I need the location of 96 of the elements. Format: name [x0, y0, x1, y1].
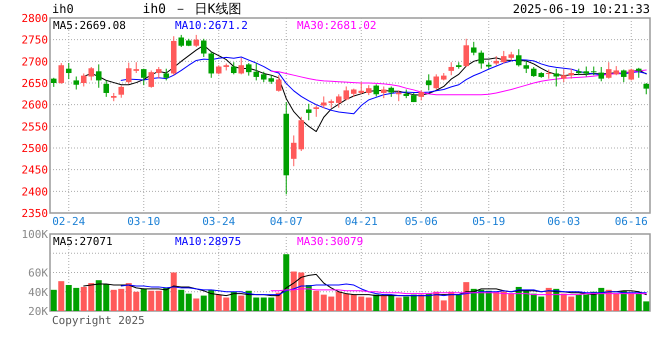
candlestick [448, 62, 454, 76]
candlestick [66, 62, 72, 80]
candlestick [306, 103, 312, 121]
text: 2025-06-19 10:21:33 [512, 2, 650, 16]
candlestick [193, 34, 200, 48]
candlestick [418, 90, 424, 101]
candlestick [253, 62, 260, 81]
candlestick [493, 56, 500, 66]
candlestick [290, 134, 297, 167]
x-tick-label: 06-16 [614, 215, 648, 228]
candlestick [628, 68, 634, 81]
candlestick [238, 57, 244, 75]
y-tick-label: 60K [28, 266, 48, 280]
candlestick [156, 66, 162, 79]
x-tick-label: 05-06 [404, 215, 438, 228]
candlestick [643, 82, 650, 95]
x-tick-label: 02-24 [52, 215, 86, 228]
candlestick [530, 66, 537, 78]
text: MA10:2671.2 [175, 19, 248, 32]
candlestick [463, 38, 470, 68]
candlestick [96, 64, 102, 88]
candlestick [200, 38, 207, 58]
candlestick [426, 74, 432, 91]
y-tick-label: 2800 [22, 12, 48, 25]
candlestick [178, 34, 184, 48]
candlestick [88, 66, 94, 81]
x-tick-label: 04-21 [344, 215, 378, 228]
text: MA30:2681.02 [297, 19, 376, 32]
candlestick [230, 62, 237, 75]
candlestick [118, 85, 124, 98]
y-tick-label: 2400 [22, 185, 48, 198]
y-tick-label: 2450 [22, 164, 48, 177]
candlestick [320, 96, 327, 109]
x-tick-label: 04-07 [270, 215, 303, 228]
candlestick [606, 62, 612, 80]
candlestick [133, 62, 140, 74]
text: MA5:27071 [53, 235, 113, 248]
candlestick [470, 41, 477, 56]
candlestick [560, 69, 567, 83]
candlestick [433, 74, 440, 90]
candlestick [140, 68, 147, 86]
y-tick-label: 100K [22, 228, 48, 241]
line-series [270, 70, 647, 96]
candlestick [80, 72, 87, 87]
candlestick [58, 62, 64, 84]
candlestick [208, 51, 214, 78]
candlestick [613, 66, 620, 76]
candlestick [636, 67, 642, 78]
candlestick [500, 50, 507, 64]
candlestick [343, 86, 350, 101]
candlestick [553, 68, 560, 87]
candlestick [373, 84, 380, 97]
candlestick [366, 84, 372, 96]
text: MA30:30079 [297, 235, 364, 248]
candlestick [583, 66, 590, 77]
candlestick [276, 74, 282, 92]
candlestick [50, 77, 57, 88]
x-tick-label: 06-03 [547, 215, 580, 228]
candlestick [163, 68, 170, 81]
y-tick-label: 2650 [22, 77, 48, 90]
candlestick [598, 66, 604, 82]
candlestick [148, 70, 154, 88]
candlestick [336, 94, 342, 108]
candlestick [396, 90, 402, 102]
candlestick [478, 50, 484, 70]
y-tick-label: 2700 [22, 55, 48, 68]
candlestick [388, 86, 394, 98]
x-tick-label: 03-10 [127, 215, 160, 228]
candlestick [73, 76, 80, 90]
candlestick [246, 62, 252, 76]
line-series [120, 284, 647, 296]
candlestick [103, 80, 110, 98]
text: MA10:28975 [175, 235, 242, 248]
candlestick [126, 62, 132, 84]
y-tick-label: 2750 [22, 34, 48, 47]
candlestick [380, 86, 387, 99]
y-tick-label: 20K [28, 305, 48, 318]
y-tick-label: 2350 [22, 207, 48, 220]
text: MA5:2669.08 [53, 19, 126, 32]
chart-title: ih0 － 日K线图 [142, 2, 242, 17]
candlestick [568, 68, 574, 80]
candlestick [516, 48, 522, 68]
x-tick-label: 03-24 [202, 215, 236, 228]
text: Copyright 2025 [52, 314, 145, 327]
text: ih0 [52, 2, 74, 16]
x-tick-label: 05-19 [472, 215, 506, 228]
candlestick [260, 71, 267, 83]
y-tick-label: 2500 [22, 142, 48, 155]
candlestick [358, 82, 364, 95]
candlestick [523, 60, 530, 74]
candlestick [546, 69, 552, 80]
y-tick-label: 2550 [22, 120, 48, 134]
y-tick-label: 2600 [22, 98, 48, 112]
candlestick [216, 64, 222, 75]
candlestick [620, 69, 627, 83]
y-tick-label: 40K [28, 286, 48, 299]
